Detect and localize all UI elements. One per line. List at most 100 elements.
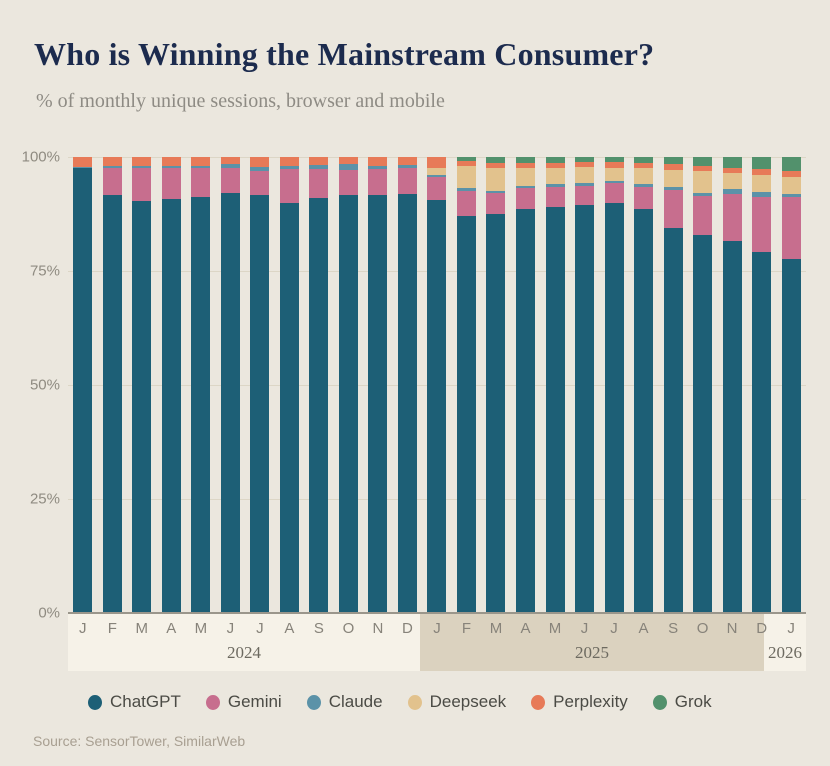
bar-column — [393, 157, 423, 613]
segment-deepseek — [604, 167, 624, 181]
stacked-bar — [634, 157, 654, 613]
stacked-bar — [604, 157, 624, 613]
segment-gemini — [486, 192, 506, 214]
segment-chatgpt — [575, 204, 595, 613]
segment-gemini — [250, 170, 270, 196]
segment-perplexity — [161, 157, 181, 166]
segment-perplexity — [486, 162, 506, 168]
month-label: O — [342, 620, 355, 637]
segment-perplexity — [220, 157, 240, 165]
segment-chatgpt — [604, 202, 624, 613]
segment-perplexity — [575, 162, 595, 168]
segment-deepseek — [693, 171, 713, 193]
segment-perplexity — [132, 157, 152, 167]
segment-deepseek — [575, 167, 595, 184]
bar-column — [68, 157, 98, 613]
segment-perplexity — [397, 157, 417, 165]
segment-chatgpt — [515, 208, 535, 613]
stacked-bar — [545, 157, 565, 613]
stacked-bar — [161, 157, 181, 613]
segment-claude — [279, 165, 299, 170]
stacked-bar — [279, 157, 299, 613]
segment-perplexity — [427, 157, 447, 168]
month-label: J — [79, 620, 87, 637]
segment-chatgpt — [368, 195, 388, 613]
y-tick-label: 0% — [38, 604, 60, 622]
stacked-bar — [191, 157, 211, 613]
segment-chatgpt — [102, 194, 122, 613]
month-label: J — [580, 620, 589, 637]
segment-grok — [515, 157, 535, 163]
stacked-bar — [456, 157, 476, 613]
segment-deepseek — [486, 167, 506, 191]
segment-grok — [693, 157, 713, 166]
bar-column — [658, 157, 688, 613]
bar-column — [216, 157, 246, 613]
month-label: M — [135, 620, 149, 637]
bar-column — [98, 157, 128, 613]
legend-item: ChatGPT — [88, 692, 181, 712]
bar-column — [157, 157, 187, 613]
stacked-bar — [368, 157, 388, 613]
legend-item: Gemini — [205, 692, 282, 712]
stacked-bar — [338, 157, 358, 613]
segment-claude — [752, 192, 772, 197]
legend-dot-icon — [205, 694, 220, 710]
bar-column — [599, 157, 629, 613]
month-label: S — [668, 620, 679, 637]
stacked-bar — [693, 157, 713, 613]
legend-label: Claude — [328, 692, 383, 711]
segment-grok — [752, 157, 772, 170]
stacked-bar — [102, 157, 122, 613]
year-label: 2025 — [575, 643, 609, 662]
month-label: A — [166, 620, 177, 637]
month-label: A — [284, 620, 295, 637]
stacked-bar — [73, 157, 93, 613]
segment-chatgpt — [634, 209, 654, 613]
bar-column — [422, 157, 452, 613]
bar-column — [570, 157, 600, 613]
segment-gemini — [427, 177, 447, 200]
bar-column — [245, 157, 275, 613]
segment-claude — [73, 166, 93, 169]
month-label: J — [226, 620, 235, 637]
segment-perplexity — [309, 157, 329, 166]
legend-label: ChatGPT — [110, 692, 181, 711]
segment-chatgpt — [693, 234, 713, 613]
segment-deepseek — [663, 170, 683, 187]
bar-column — [747, 157, 777, 613]
segment-claude — [102, 165, 122, 168]
segment-claude — [220, 164, 240, 168]
stacked-bar — [722, 157, 742, 613]
segment-chatgpt — [338, 194, 358, 613]
segment-deepseek — [634, 168, 654, 185]
segment-grok — [456, 157, 476, 161]
segment-gemini — [368, 169, 388, 196]
plot-area: 100% 75% 50% 25% 0% — [22, 149, 806, 622]
segment-claude — [781, 193, 801, 198]
segment-perplexity — [722, 167, 742, 173]
bar-column — [688, 157, 718, 613]
segment-claude — [722, 189, 742, 194]
source-note: Source: SensorTower, SimilarWeb — [33, 733, 246, 749]
segment-grok — [722, 157, 742, 168]
month-label: F — [461, 620, 472, 637]
segment-chatgpt — [545, 206, 565, 613]
segment-grok — [604, 157, 624, 163]
segment-grok — [575, 157, 595, 163]
segment-gemini — [132, 167, 152, 201]
month-label: A — [638, 620, 649, 637]
segment-perplexity — [338, 157, 358, 165]
bar-column — [717, 157, 747, 613]
bar-column — [540, 157, 570, 613]
year-label: 2026 — [768, 643, 802, 662]
month-label: D — [756, 620, 768, 637]
segment-perplexity — [752, 169, 772, 175]
segment-claude — [604, 180, 624, 184]
segment-claude — [693, 192, 713, 196]
y-tick-label: 50% — [29, 376, 60, 394]
segment-perplexity — [191, 157, 211, 167]
